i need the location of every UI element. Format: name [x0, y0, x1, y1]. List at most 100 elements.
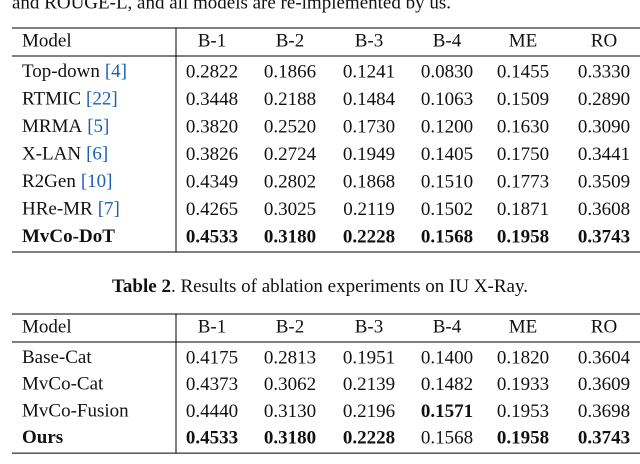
value-cell: 0.2196 — [343, 401, 395, 422]
value-cell: 0.3448 — [186, 89, 238, 110]
value-cell: 0.3509 — [578, 171, 630, 192]
value-cell: 0.1868 — [343, 171, 395, 192]
header-cell: B-3 — [355, 30, 384, 51]
citation: [6] — [86, 144, 108, 165]
value-cell: 0.3090 — [578, 116, 630, 137]
header-cell: ME — [509, 316, 538, 337]
value-cell: 0.2822 — [186, 61, 238, 82]
model-cell: MvCo-Fusion — [22, 401, 129, 422]
header-cell: B-2 — [276, 30, 305, 51]
model-name: MvCo-DoT — [22, 226, 115, 247]
model-cell: X-LAN [6] — [22, 144, 108, 165]
value-cell: 0.3609 — [578, 374, 630, 395]
header-cell: RO — [591, 316, 617, 337]
value-cell: 0.1949 — [343, 144, 395, 165]
value-cell: 0.3330 — [578, 61, 630, 82]
model-cell: R2Gen [10] — [22, 171, 112, 192]
model-cell: MvCo-DoT — [22, 226, 115, 247]
value-cell: 0.2802 — [264, 171, 316, 192]
value-cell: 0.1630 — [497, 116, 549, 137]
citation: [10] — [81, 171, 113, 192]
model-cell: Ours — [22, 427, 63, 448]
model-name: MvCo-Fusion — [22, 401, 129, 422]
value-cell: 0.2139 — [343, 374, 395, 395]
value-cell: 0.2228 — [343, 427, 395, 448]
value-cell: 0.3698 — [578, 401, 630, 422]
value-cell: 0.3604 — [578, 347, 631, 368]
value-cell: 0.1568 — [421, 427, 473, 448]
value-cell: 0.1509 — [497, 89, 549, 110]
model-cell: Top-down [4] — [22, 61, 127, 82]
value-cell: 0.3743 — [578, 427, 630, 448]
value-cell: 0.3743 — [578, 226, 630, 247]
value-cell: 0.3826 — [186, 144, 238, 165]
caption-label: Table 2 — [112, 276, 171, 297]
value-cell: 0.1568 — [421, 226, 473, 247]
header-cell: B-3 — [355, 316, 384, 337]
header-cell: RO — [591, 30, 617, 51]
value-cell: 0.1871 — [497, 199, 549, 220]
model-name: HRe-MR — [22, 199, 93, 220]
value-cell: 0.4349 — [186, 171, 238, 192]
value-cell: 0.2890 — [578, 89, 630, 110]
value-cell: 0.1953 — [497, 401, 549, 422]
value-cell: 0.3180 — [264, 427, 316, 448]
model-name: RTMIC — [22, 89, 81, 110]
value-cell: 0.2813 — [264, 347, 316, 368]
model-cell: MvCo-Cat — [22, 374, 104, 395]
caption-text: . Results of ablation experiments on IU … — [171, 276, 528, 297]
value-cell: 0.3441 — [578, 144, 630, 165]
value-cell: 0.2119 — [343, 199, 395, 220]
header-cell: ME — [509, 30, 538, 51]
value-cell: 0.4373 — [186, 374, 238, 395]
value-cell: 0.2520 — [264, 116, 316, 137]
value-cell: 0.3180 — [264, 226, 316, 247]
header-cell: B-1 — [198, 30, 227, 51]
value-cell: 0.1405 — [421, 144, 473, 165]
model-name: MvCo-Cat — [22, 374, 104, 395]
value-cell: 0.1750 — [497, 144, 549, 165]
header-cell: Model — [22, 316, 72, 337]
citation: [7] — [98, 199, 120, 220]
model-cell: Base-Cat — [22, 347, 92, 368]
value-cell: 0.4533 — [186, 427, 238, 448]
value-cell: 0.1866 — [264, 61, 316, 82]
value-cell: 0.3820 — [186, 116, 238, 137]
model-name: MRMA — [22, 116, 82, 137]
model-name: R2Gen — [22, 171, 76, 192]
value-cell: 0.1482 — [421, 374, 473, 395]
value-cell: 0.4440 — [186, 401, 238, 422]
model-name: X-LAN — [22, 144, 81, 165]
header-cell: B-4 — [433, 30, 462, 51]
header-cell: B-1 — [198, 316, 227, 337]
value-cell: 0.1510 — [421, 171, 473, 192]
value-cell: 0.3130 — [264, 401, 316, 422]
model-cell: MRMA [5] — [22, 116, 109, 137]
citation: [5] — [87, 116, 109, 137]
value-cell: 0.1200 — [421, 116, 473, 137]
value-cell: 0.3062 — [264, 374, 316, 395]
citation: [4] — [105, 61, 127, 82]
value-cell: 0.1730 — [343, 116, 395, 137]
value-cell: 0.1400 — [421, 347, 473, 368]
value-cell: 0.1933 — [497, 374, 549, 395]
value-cell: 0.1958 — [497, 427, 549, 448]
value-cell: 0.2228 — [343, 226, 395, 247]
value-cell: 0.1484 — [343, 89, 396, 110]
value-cell: 0.3025 — [264, 199, 316, 220]
value-cell: 0.1773 — [497, 171, 549, 192]
model-name: Base-Cat — [22, 347, 92, 368]
model-name: Ours — [22, 427, 63, 448]
value-cell: 0.4533 — [186, 226, 238, 247]
model-cell: RTMIC [22] — [22, 89, 118, 110]
value-cell: 0.1241 — [343, 61, 395, 82]
value-cell: 0.3608 — [578, 199, 630, 220]
header-cell: B-4 — [433, 316, 462, 337]
value-cell: 0.1502 — [421, 199, 473, 220]
model-name: Top-down — [22, 61, 100, 82]
value-cell: 0.1571 — [421, 401, 473, 422]
value-cell: 0.4265 — [186, 199, 238, 220]
header-cell: Model — [22, 30, 72, 51]
value-cell: 0.1951 — [343, 347, 395, 368]
citation: [22] — [86, 89, 118, 110]
